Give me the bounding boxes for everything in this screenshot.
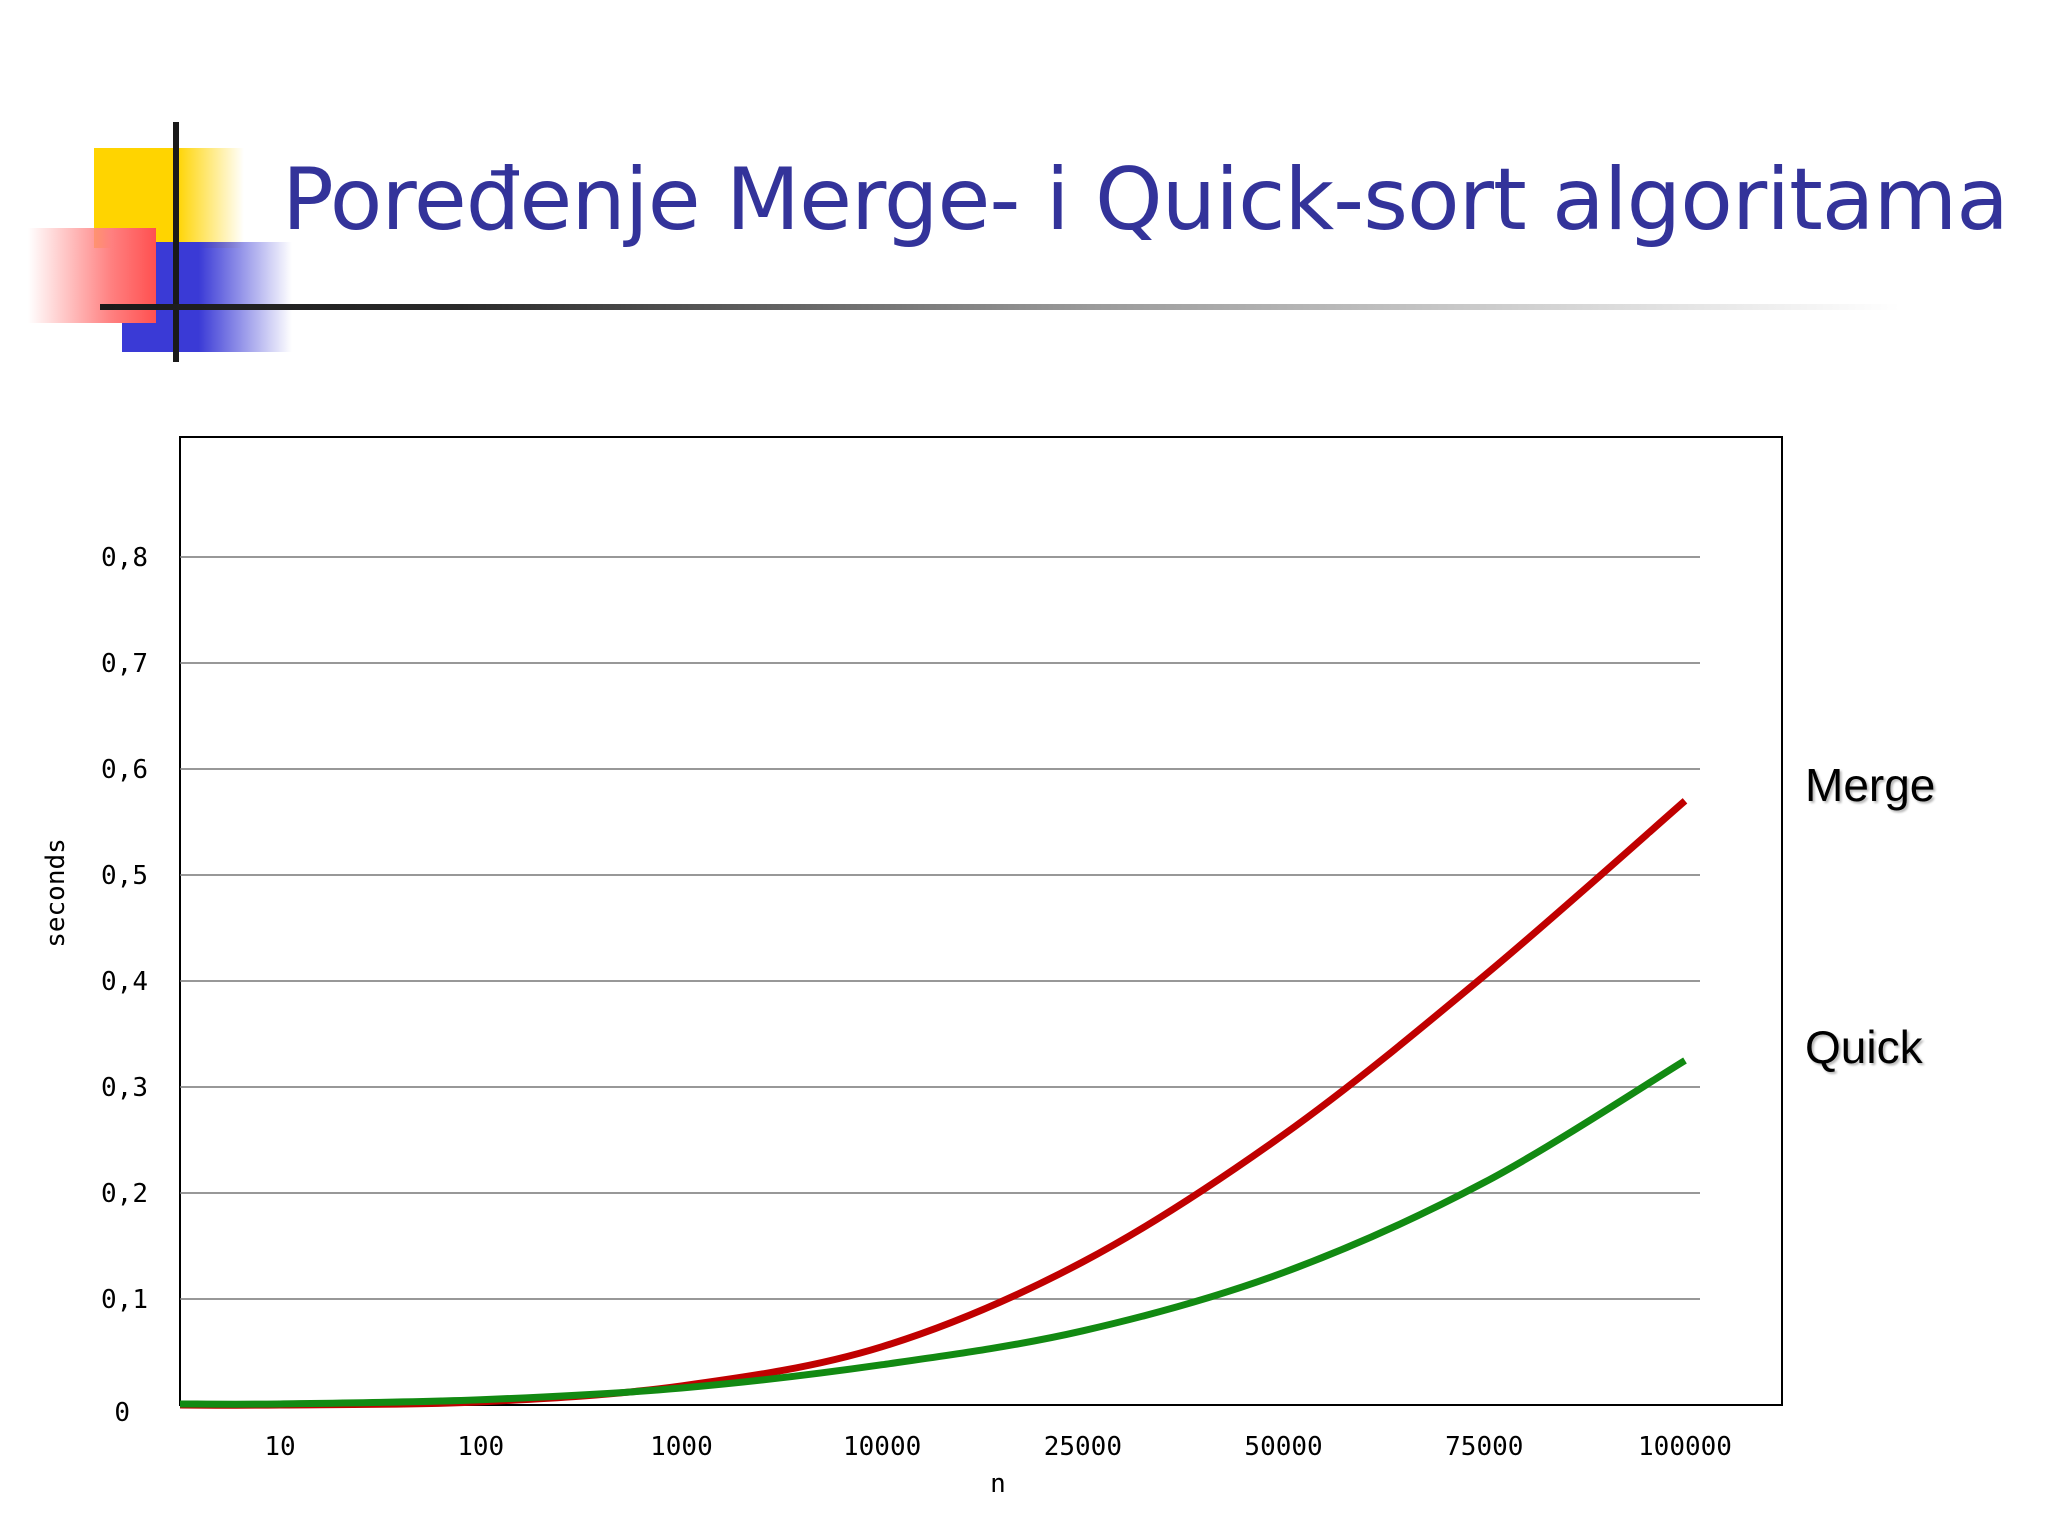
x-axis-label: n	[990, 1469, 1006, 1499]
x-tick-label: 1000	[650, 1432, 713, 1462]
y-tick-label: 0,8	[101, 543, 148, 573]
x-tick-label: 10000	[843, 1432, 921, 1462]
slide-logo	[0, 0, 300, 380]
x-tick-label: 50000	[1244, 1432, 1322, 1462]
y-axis-label: seconds	[41, 838, 71, 948]
series-label-quick: Quick	[1805, 1021, 1923, 1073]
x-tick-label: 25000	[1044, 1432, 1122, 1462]
x-tick-label: 100000	[1638, 1432, 1732, 1462]
slide-title: Poređenje Merge- i Quick-sort algoritama	[282, 150, 2009, 250]
series-label-merge: Merge	[1805, 759, 1936, 811]
x-tick-label: 10	[264, 1432, 295, 1462]
series-line-quick	[179, 1057, 1687, 1408]
x-tick-label: 100	[457, 1432, 504, 1462]
logo-vertical-line	[173, 122, 179, 362]
y-tick-label: 0,1	[101, 1285, 148, 1315]
y-tick-label: 0,3	[101, 1073, 148, 1103]
y-tick-label: 0,4	[101, 967, 148, 997]
y-tick-label: 0	[114, 1398, 130, 1428]
y-tick-label: 0,6	[101, 755, 148, 785]
series-line-merge	[179, 798, 1688, 1409]
y-tick-label: 0,5	[101, 861, 148, 891]
y-tick-label: 0,2	[101, 1179, 148, 1209]
plot-frame	[179, 436, 1783, 1406]
title-underline	[100, 304, 1900, 310]
y-tick-label: 0,7	[101, 649, 148, 679]
x-tick-label: 75000	[1445, 1432, 1523, 1462]
